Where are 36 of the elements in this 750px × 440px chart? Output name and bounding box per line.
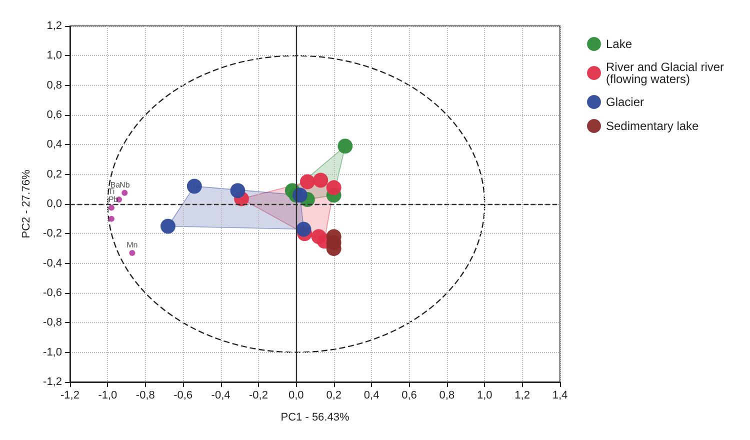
legend-label: River and Glacial river (flowing waters): [606, 60, 728, 86]
y-axis-title: PC2 - 27.76%: [20, 170, 32, 238]
x-tick-label: -0,4: [211, 390, 230, 402]
x-tick-label: 0,8: [439, 390, 455, 402]
legend-label: Lake: [606, 37, 632, 51]
x-tick-label: -1,0: [98, 390, 118, 402]
x-tick-label: -0,8: [136, 390, 155, 402]
x-tick-label: 1,2: [514, 390, 530, 402]
x-tick-label: -1,2: [60, 390, 80, 402]
y-tick-label: 1,0: [46, 50, 62, 62]
x-tick-label: 1,4: [552, 390, 568, 402]
y-tick-label: -0,8: [43, 316, 62, 329]
y-tick-label: 0,0: [46, 198, 62, 210]
y-tick-label: -0,4: [43, 257, 62, 270]
annotation: Mn: [126, 240, 138, 250]
annotation: Nb: [120, 180, 130, 190]
y-tick-label: 0,2: [46, 168, 62, 180]
x-tick-label: -0,2: [248, 390, 268, 402]
x-tick-label: 0,0: [288, 390, 304, 402]
x-tick-label: 0,2: [326, 390, 342, 402]
x-tick-label: 0,4: [364, 390, 380, 402]
y-tick-label: -1,0: [43, 346, 62, 358]
y-tick-label: 0,6: [46, 109, 62, 121]
legend-label: Glacier: [606, 95, 644, 109]
y-tick-label: 0,8: [46, 79, 62, 92]
y-tick-label: 1,2: [46, 20, 62, 32]
x-tick-label: -0,6: [174, 390, 193, 402]
y-tick-label: -0,6: [43, 287, 62, 299]
legend-label: Sedimentary lake: [606, 119, 700, 133]
annotation: Ba: [110, 180, 121, 190]
y-tick-label: 0,4: [46, 138, 62, 151]
y-tick-label: -1,2: [43, 376, 62, 388]
x-axis-title: PC1 - 56.43%: [280, 412, 350, 424]
x-tick-label: 1,0: [476, 390, 492, 402]
x-tick-label: 0,6: [402, 390, 417, 402]
y-tick-label: -0,2: [43, 228, 62, 240]
